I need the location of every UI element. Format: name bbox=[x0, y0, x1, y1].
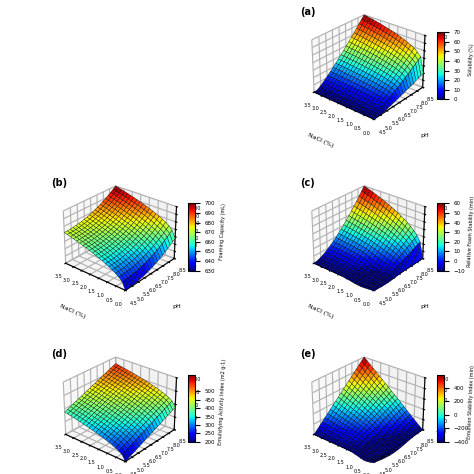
Y-axis label: pH: pH bbox=[421, 304, 429, 309]
Text: (a): (a) bbox=[300, 7, 315, 17]
Text: (b): (b) bbox=[51, 178, 67, 188]
Y-axis label: pH: pH bbox=[173, 304, 181, 309]
Text: (d): (d) bbox=[51, 349, 67, 359]
Text: (e): (e) bbox=[300, 349, 316, 359]
Text: (c): (c) bbox=[300, 178, 315, 188]
X-axis label: NaCl (%): NaCl (%) bbox=[307, 132, 334, 148]
Y-axis label: pH: pH bbox=[421, 133, 429, 138]
X-axis label: NaCl (%): NaCl (%) bbox=[59, 303, 86, 319]
X-axis label: NaCl (%): NaCl (%) bbox=[307, 303, 334, 319]
